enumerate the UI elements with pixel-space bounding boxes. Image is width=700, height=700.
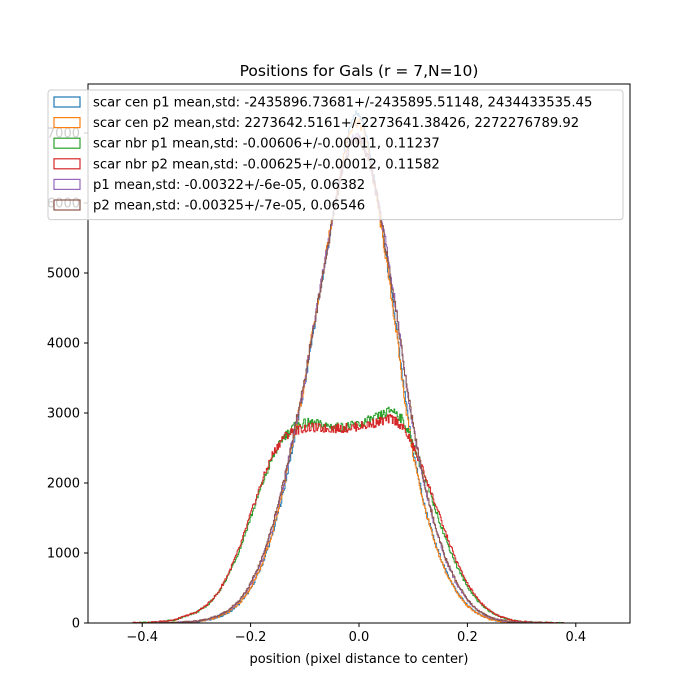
legend-entry: p2 mean,std: -0.00325+/-7e-05, 0.06546 bbox=[93, 199, 365, 214]
x-axis-label: position (pixel distance to center) bbox=[250, 652, 469, 667]
y-tick-label: 4000 bbox=[47, 337, 80, 352]
legend-entry: scar cen p1 mean,std: -2435896.73681+/-2… bbox=[93, 96, 592, 111]
legend-swatch bbox=[53, 96, 81, 108]
legend-swatch bbox=[53, 137, 81, 149]
y-tick-label: 5000 bbox=[47, 267, 80, 282]
legend-swatch bbox=[53, 158, 81, 170]
legend-swatch bbox=[53, 116, 81, 129]
y-tick-label: 1000 bbox=[47, 547, 80, 562]
x-tick-label: 0.2 bbox=[457, 630, 478, 645]
y-tick-label: 2000 bbox=[47, 477, 80, 492]
x-tick-label: 0.4 bbox=[565, 630, 586, 645]
legend-entry: p1 mean,std: -0.00322+/-6e-05, 0.06382 bbox=[93, 178, 365, 193]
y-tick-label: 3000 bbox=[47, 407, 80, 422]
legend-entry: scar nbr p1 mean,std: -0.00606+/-0.00011… bbox=[93, 137, 440, 152]
y-tick-label: 0 bbox=[72, 617, 80, 632]
legend-swatch bbox=[53, 178, 81, 190]
x-tick-label: 0.0 bbox=[349, 630, 370, 645]
plot-frame bbox=[87, 83, 631, 624]
legend: scar cen p1 mean,std: -2435896.73681+/-2… bbox=[47, 89, 624, 221]
series-line-4 bbox=[131, 413, 587, 623]
x-tick-label: −0.4 bbox=[126, 630, 158, 645]
legend-box bbox=[47, 89, 624, 221]
x-axis: −0.4 −0.2 0.0 0.2 0.4 bbox=[126, 623, 586, 645]
legend-entry: scar cen p2 mean,std: 2273642.5161+/-227… bbox=[93, 116, 579, 131]
legend-entry: scar nbr p2 mean,std: -0.00625+/-0.00012… bbox=[93, 157, 440, 172]
chart-title: Positions for Gals (r = 7,N=10) bbox=[240, 62, 479, 80]
x-tick-label: −0.2 bbox=[235, 630, 267, 645]
legend-swatch bbox=[53, 199, 81, 211]
